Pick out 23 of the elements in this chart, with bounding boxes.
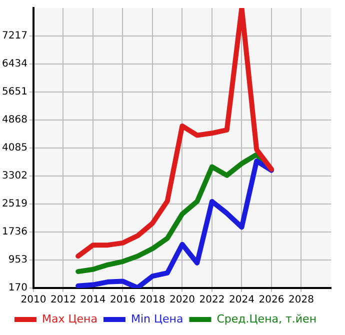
x-tick-label: 2016 (110, 294, 136, 306)
y-tick-label: 953 (8, 254, 28, 266)
x-tick-label: 2020 (170, 294, 195, 306)
x-tick-label: 2024 (229, 294, 254, 306)
x-tick-label: 2010 (20, 294, 46, 306)
x-tick-label: 2026 (258, 294, 284, 306)
y-tick-label: 4085 (2, 142, 28, 154)
y-tick-label: 5651 (2, 86, 28, 98)
legend-label: Max Цена (42, 312, 98, 326)
x-tick-label: 2014 (80, 294, 106, 306)
y-tick-label: 170 (8, 282, 28, 294)
x-tick-label: 2012 (50, 294, 76, 306)
x-tick-label: 2028 (288, 294, 314, 306)
y-tick-label: 4868 (2, 114, 28, 126)
y-tick-label: 1736 (2, 226, 28, 238)
y-tick-label: 7217 (2, 30, 28, 42)
x-tick-label: 2018 (140, 294, 166, 306)
y-tick-label: 3302 (2, 170, 28, 182)
legend-label: Min Цена (130, 312, 184, 326)
x-tick-label: 2022 (199, 294, 225, 306)
legend-label: Сред.Цена, т.йен (216, 312, 317, 326)
y-tick-label: 2519 (2, 198, 28, 210)
y-tick-label: 6434 (2, 58, 28, 70)
